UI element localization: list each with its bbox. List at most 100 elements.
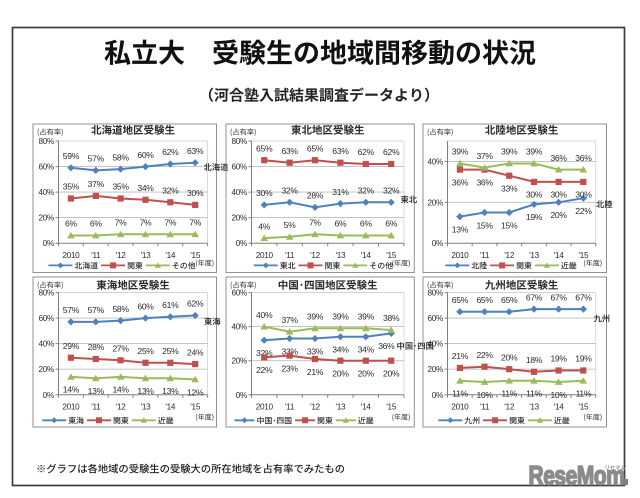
svg-text:15%: 15% [476,220,493,230]
svg-text:13%: 13% [137,386,154,396]
svg-text:2010: 2010 [451,251,469,260]
svg-text:65%: 65% [452,295,469,305]
svg-text:22%: 22% [256,365,273,375]
svg-text:6%: 6% [385,219,397,229]
svg-text:10%: 10% [550,390,567,400]
svg-text:20%: 20% [232,357,248,366]
svg-text:36%: 36% [575,153,592,163]
svg-text:'11: '11 [480,251,490,260]
svg-text:22%: 22% [575,206,592,216]
svg-text:'15: '15 [386,251,397,260]
svg-text:36%: 36% [452,177,469,187]
svg-text:60%: 60% [39,163,55,172]
svg-text:30%: 30% [526,190,543,200]
svg-text:40%: 40% [232,188,248,197]
svg-text:65%: 65% [476,295,493,305]
svg-text:'15: '15 [190,251,201,260]
svg-text:32%: 32% [383,186,400,196]
svg-text:37%: 37% [476,151,493,161]
svg-text:39%: 39% [501,147,518,157]
svg-text:6%: 6% [334,219,346,229]
svg-text:'12: '12 [116,403,127,412]
svg-text:34%: 34% [332,345,349,355]
svg-text:20%: 20% [501,352,518,362]
svg-text:'14: '14 [361,403,372,412]
svg-text:15%: 15% [501,220,518,230]
svg-text:5%: 5% [284,220,296,230]
svg-text:20%: 20% [39,365,55,374]
svg-text:'11: '11 [285,251,295,260]
svg-text:'12: '12 [504,251,515,260]
svg-text:40%: 40% [428,340,444,349]
svg-text:62%: 62% [162,147,179,157]
svg-text:59%: 59% [63,151,80,161]
svg-text:'11: '11 [91,403,101,412]
svg-text:0%: 0% [43,391,54,400]
svg-text:20%: 20% [428,198,444,207]
svg-text:40%: 40% [39,340,55,349]
svg-text:60%: 60% [232,289,248,298]
svg-text:27%: 27% [112,344,129,354]
svg-text:6%: 6% [90,219,102,229]
svg-text:30%: 30% [256,188,273,198]
svg-text:65%: 65% [256,143,273,153]
svg-text:39%: 39% [358,312,375,322]
svg-text:80%: 80% [232,137,248,146]
svg-text:'15: '15 [579,403,590,412]
svg-text:'12: '12 [116,251,127,260]
svg-text:57%: 57% [88,154,105,164]
svg-text:60%: 60% [39,314,55,323]
svg-text:'15: '15 [386,403,397,412]
svg-text:20%: 20% [428,365,444,374]
svg-text:30%: 30% [187,188,204,198]
svg-text:ReseMom: ReseMom [529,460,625,490]
svg-text:32%: 32% [281,186,298,196]
svg-text:31%: 31% [332,187,349,197]
svg-text:'14: '14 [165,403,176,412]
svg-text:2010: 2010 [256,251,274,260]
svg-text:63%: 63% [187,146,204,156]
svg-text:33%: 33% [281,346,298,356]
svg-text:32%: 32% [162,186,179,196]
svg-text:0%: 0% [236,239,247,248]
svg-text:7%: 7% [164,218,176,228]
svg-text:40%: 40% [39,188,55,197]
svg-text:39%: 39% [452,147,469,157]
svg-text:4%: 4% [258,221,270,231]
svg-text:24%: 24% [187,347,204,357]
svg-text:34%: 34% [358,345,375,355]
svg-text:2010: 2010 [62,251,80,260]
svg-text:6%: 6% [360,219,372,229]
svg-text:2010: 2010 [256,403,274,412]
svg-text:19%: 19% [575,354,592,364]
svg-text:67%: 67% [575,292,592,302]
svg-text:80%: 80% [39,289,55,298]
svg-text:37%: 37% [88,179,105,189]
svg-text:58%: 58% [112,304,129,314]
svg-text:'15: '15 [190,403,201,412]
svg-text:10%: 10% [476,390,493,400]
svg-text:57%: 57% [88,305,105,315]
svg-text:60%: 60% [137,150,154,160]
svg-text:13%: 13% [88,386,105,396]
svg-text:39%: 39% [332,312,349,322]
svg-text:'12: '12 [504,403,515,412]
svg-text:35%: 35% [112,182,129,192]
svg-text:20%: 20% [550,210,567,220]
svg-text:'14: '14 [165,251,176,260]
svg-text:14%: 14% [63,385,80,395]
svg-text:57%: 57% [63,305,80,315]
svg-text:33%: 33% [307,346,324,356]
svg-text:'14: '14 [361,251,372,260]
svg-text:39%: 39% [526,147,543,157]
svg-text:80%: 80% [39,137,55,146]
svg-text:67%: 67% [526,292,543,302]
svg-text:11%: 11% [526,389,542,399]
svg-text:'11: '11 [480,403,490,412]
svg-text:0%: 0% [432,239,443,248]
svg-text:19%: 19% [526,212,543,222]
svg-text:0%: 0% [432,391,443,400]
svg-text:63%: 63% [281,146,298,156]
svg-text:13%: 13% [162,386,179,396]
svg-text:0%: 0% [236,391,247,400]
